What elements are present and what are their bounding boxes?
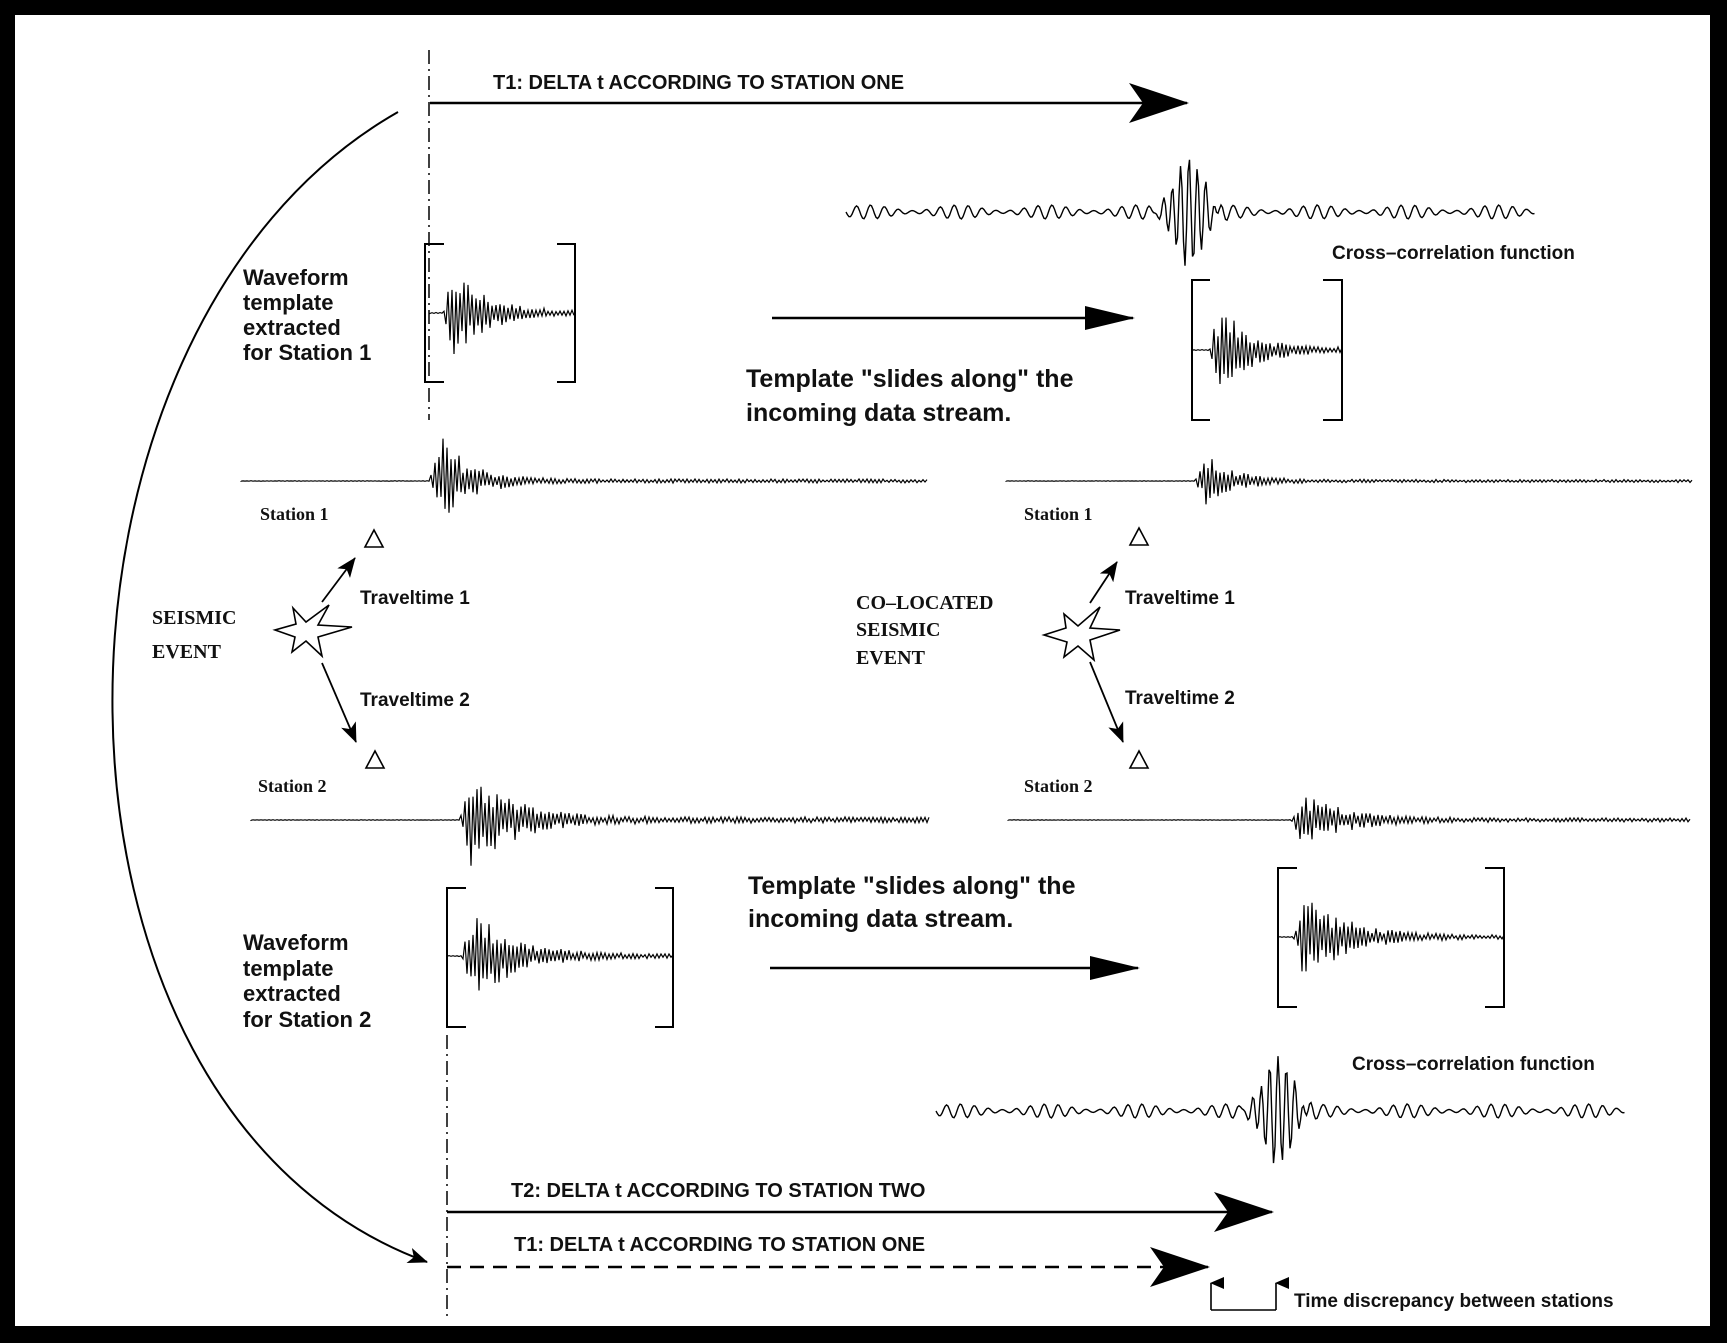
template2-left-bracket xyxy=(446,887,674,1028)
template2-right-bracket xyxy=(1277,867,1505,1008)
top-t1-label: T1: DELTA t ACCORDING TO STATION ONE xyxy=(493,72,904,94)
template2-label: Waveform template extracted for Station … xyxy=(243,930,371,1032)
discrepancy-label: Time discrepancy between stations xyxy=(1294,1291,1614,1312)
station1-seismogram-left xyxy=(240,438,928,513)
left-station1-label: Station 1 xyxy=(260,504,329,524)
right-traveltime2-label: Traveltime 2 xyxy=(1125,688,1235,709)
right-traveltime2-arrow xyxy=(1089,661,1124,743)
left-traveltime2-label: Traveltime 2 xyxy=(360,690,470,711)
cc-top-label: Cross–correlation function xyxy=(1332,243,1575,264)
slide-text-bottom: Template "slides along" the incoming dat… xyxy=(748,872,1082,933)
diagram-svg: T1: DELTA t ACCORDING TO STATION ONE Cro… xyxy=(111,50,1693,1320)
cc-bottom-waveform xyxy=(935,1056,1625,1164)
right-traveltime1-arrow xyxy=(1089,561,1118,604)
bottom-t1-label: T1: DELTA t ACCORDING TO STATION ONE xyxy=(514,1234,925,1256)
template1-right-bracket xyxy=(1191,279,1343,421)
left-event-star xyxy=(272,604,353,659)
right-station2-label: Station 2 xyxy=(1024,776,1093,796)
right-traveltime1-label: Traveltime 1 xyxy=(1125,588,1235,609)
right-station1-triangle xyxy=(1128,526,1150,546)
cc-bottom-label: Cross–correlation function xyxy=(1352,1054,1595,1075)
bottom-t2-label: T2: DELTA t ACCORDING TO STATION TWO xyxy=(511,1180,925,1202)
station1-seismogram-right xyxy=(1005,459,1693,505)
diagram-panel: T1: DELTA t ACCORDING TO STATION ONE Cro… xyxy=(15,15,1710,1326)
left-station1-triangle xyxy=(363,528,385,548)
left-station2-triangle xyxy=(364,749,386,769)
left-traveltime1-label: Traveltime 1 xyxy=(360,588,470,609)
slide-text-top: Template "slides along" the incoming dat… xyxy=(746,365,1080,427)
template1-left-bracket xyxy=(424,243,576,383)
station2-seismogram-left xyxy=(250,786,930,866)
left-station2-label: Station 2 xyxy=(258,776,327,796)
right-event-label: CO–LOCATED SEISMIC EVENT xyxy=(856,592,998,669)
template1-label: Waveform template extracted for Station … xyxy=(243,265,371,365)
right-station2-triangle xyxy=(1128,749,1150,769)
right-station1-label: Station 1 xyxy=(1024,504,1093,524)
left-event-label: SEISMIC EVENT xyxy=(152,607,241,663)
station2-seismogram-right xyxy=(1007,797,1691,840)
cc-top-waveform xyxy=(845,159,1535,266)
right-event-star xyxy=(1041,606,1121,663)
curved-return-arrow xyxy=(111,111,428,1263)
left-traveltime1-arrow xyxy=(321,557,356,603)
left-traveltime2-arrow xyxy=(321,662,357,743)
